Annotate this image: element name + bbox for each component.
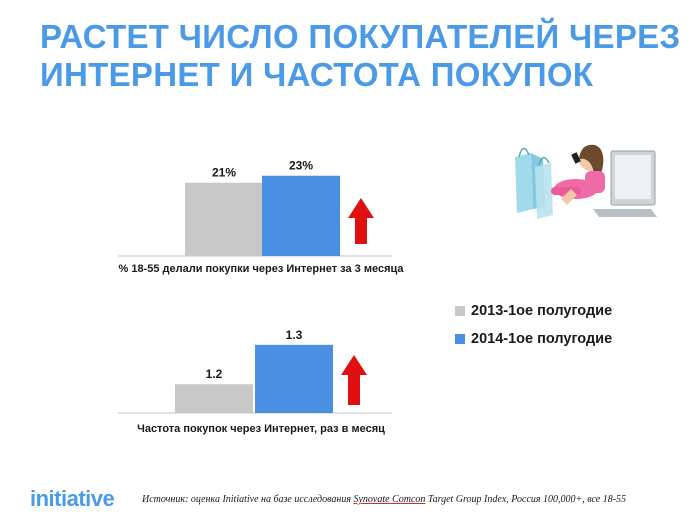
legend-label-2014: 2014-1ое полугодие <box>471 331 613 347</box>
legend-item-2013: 2013-1ое полугодие <box>455 297 612 325</box>
source-prefix: Источник: оценка Initiative на базе иссл… <box>142 494 354 505</box>
chart-2-value-label-1: 1.2 <box>206 367 223 381</box>
chart-2-value-label-2: 1.3 <box>286 328 303 342</box>
legend-item-2014: 2014-1ое полугодие <box>455 325 612 353</box>
chart-2-x-axis-label: Частота покупок через Интернет, раз в ме… <box>137 423 385 435</box>
chart-2-bar-1 <box>175 384 253 413</box>
chart-1-x-axis-label: % 18-55 делали покупки через Интернет за… <box>118 263 404 275</box>
legend-swatch-2014 <box>455 334 465 344</box>
chart-1-growth-arrow-icon <box>348 198 374 244</box>
woman-shopping-online-photo <box>501 129 657 229</box>
page-title-line-1: РАСТЕТ ЧИСЛО ПОКУПАТЕЛЕЙ ЧЕРЕЗ <box>40 18 681 55</box>
chart-2-bar-2 <box>255 344 333 413</box>
chart-1-bar-2 <box>262 175 340 256</box>
chart-1-bar-1 <box>185 182 263 256</box>
chart-legend: 2013-1ое полугодие 2014-1ое полугодие <box>455 297 612 353</box>
source-underlined: Synovate Comcon <box>353 494 426 505</box>
chart-1-value-label-1: 21% <box>212 166 236 180</box>
initiative-logo: initiative <box>30 486 115 511</box>
source-suffix: Target Group Index, Россия 100,000+, все… <box>425 494 627 505</box>
page-title-line-2: ИНТЕРНЕТ И ЧАСТОТА ПОКУПОК <box>40 56 594 93</box>
legend-swatch-2013 <box>455 306 465 316</box>
source-note: Источник: оценка Initiative на базе иссл… <box>142 494 626 505</box>
page-title: РАСТЕТ ЧИСЛО ПОКУПАТЕЛЕЙ ЧЕРЕЗ ИНТЕРНЕТ … <box>40 18 690 94</box>
chart-2-growth-arrow-icon <box>341 355 367 405</box>
legend-label-2013: 2013-1ое полугодие <box>471 303 613 319</box>
chart-1-value-label-2: 23% <box>289 159 313 173</box>
